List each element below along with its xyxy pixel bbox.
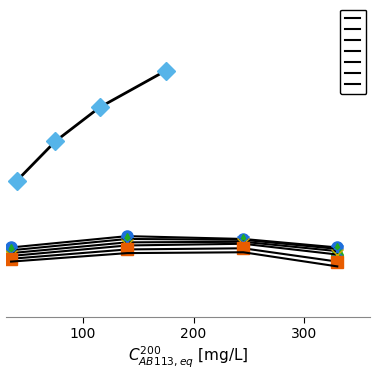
X-axis label: $C_{AB113,eq}^{200}$ [mg/L]: $C_{AB113,eq}^{200}$ [mg/L] xyxy=(128,345,248,370)
Legend: , , , , , , : , , , , , , xyxy=(340,10,366,94)
